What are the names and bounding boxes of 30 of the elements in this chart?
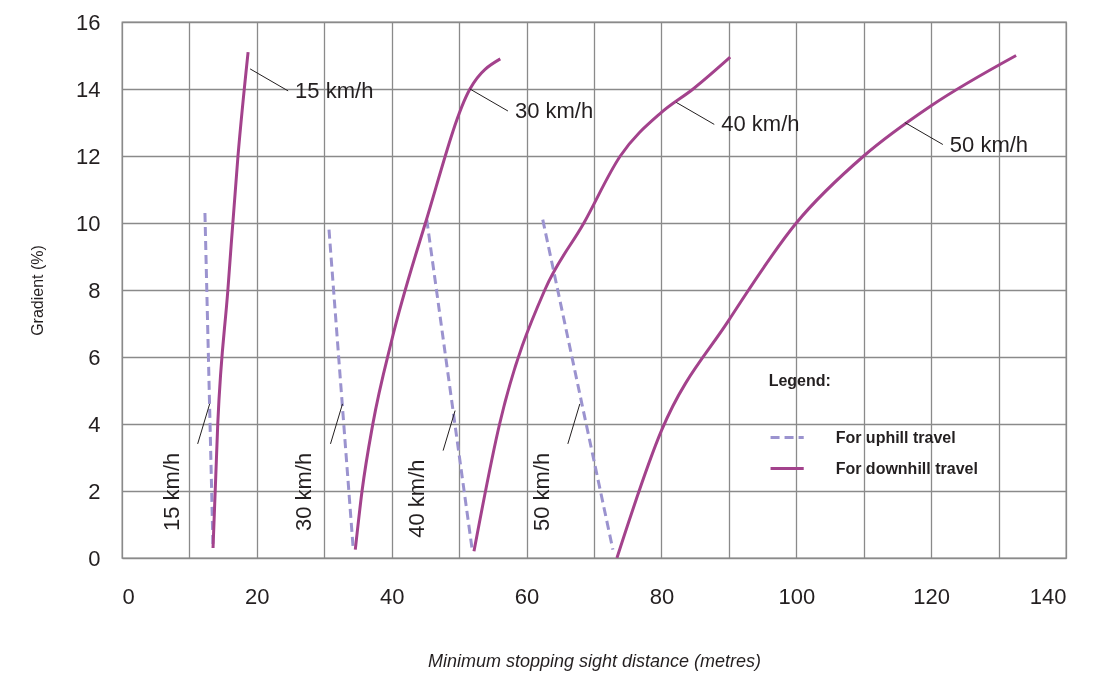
x-tick-label: 60 bbox=[514, 583, 540, 609]
annotation: 30 km/h bbox=[291, 452, 317, 532]
annotation: 15 km/h bbox=[295, 77, 374, 103]
y-tick-label: 12 bbox=[76, 143, 101, 169]
y-tick-label: 2 bbox=[88, 478, 101, 504]
y-tick-label: 16 bbox=[76, 9, 101, 35]
legend-label: For uphill travel bbox=[835, 428, 956, 446]
legend-title: Legend: bbox=[768, 372, 831, 390]
y-axis-title: Gradient (%) bbox=[29, 245, 47, 336]
x-tick-label: 20 bbox=[245, 583, 270, 609]
annotation: 40 km/h bbox=[404, 459, 430, 538]
annotation: 50 km/h bbox=[528, 452, 554, 532]
annotation: 15 km/h bbox=[158, 452, 184, 532]
y-tick-label: 14 bbox=[76, 76, 101, 102]
x-tick-label: 0 bbox=[122, 583, 135, 609]
y-tick-label: 4 bbox=[88, 411, 101, 437]
legend-label: For downhill travel bbox=[835, 459, 978, 477]
x-tick-label: 100 bbox=[778, 583, 816, 609]
x-tick-label: 140 bbox=[1029, 583, 1067, 609]
annotation: 30 km/h bbox=[514, 98, 594, 123]
x-axis-title: Minimum stopping sight distance (metres) bbox=[427, 650, 762, 671]
x-tick-label: 80 bbox=[649, 583, 675, 609]
y-tick-label: 6 bbox=[88, 344, 101, 370]
annotation: 40 km/h bbox=[721, 111, 800, 137]
y-tick-label: 10 bbox=[76, 210, 101, 236]
y-tick-label: 8 bbox=[88, 277, 101, 303]
y-tick-label: 0 bbox=[88, 545, 101, 571]
x-tick-label: 120 bbox=[913, 583, 950, 609]
annotation: 50 km/h bbox=[949, 131, 1029, 157]
x-tick-label: 40 bbox=[379, 583, 405, 609]
